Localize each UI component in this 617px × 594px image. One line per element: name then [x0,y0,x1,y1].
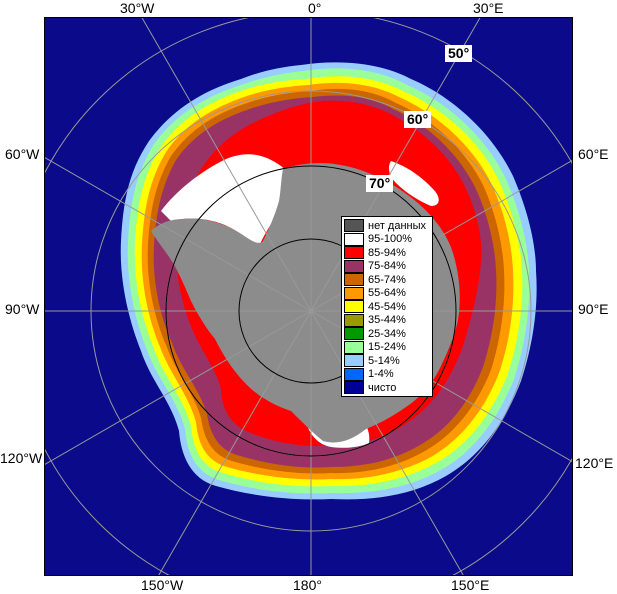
legend-item: 1-4% [344,367,432,382]
legend-item: 55-64% [344,286,432,301]
lon-label-60e: 60°E [578,146,609,162]
ice-zone-white-weddell [161,154,291,246]
legend-swatch [344,381,364,395]
legend-label: нет данных [368,219,427,232]
lon-label-180: 180° [293,577,322,593]
legend-item: 95-100% [344,232,432,247]
lon-label-90w: 90°W [5,301,40,317]
lon-label-150e: 150°E [451,577,490,593]
legend-item: 75-84% [344,259,432,274]
legend-label: 45-54% [368,300,406,313]
legend-label: 5-14% [368,354,400,367]
legend-label: 75-84% [368,260,406,273]
legend-label: 95-100% [368,233,413,246]
lat-label-50: 50° [445,45,473,62]
legend-item: 25-34% [344,327,432,341]
legend-swatch [344,259,364,273]
legend-swatch [344,367,364,381]
legend-swatch [344,219,364,233]
lon-label-150w: 150°W [141,577,184,593]
legend-item: 5-14% [344,354,432,368]
legend-item: 85-94% [344,246,432,260]
legend-item: 15-24% [344,340,432,355]
legend-swatch [344,246,364,260]
legend-label: 25-34% [368,327,406,340]
lon-label-120e: 120°E [575,455,614,471]
lat-label-70: 70° [366,175,394,192]
legend-item: нет данных [344,219,432,233]
legend: нет данных 95-100% 85-94% 75-84% 65-74% … [341,216,433,397]
legend-swatch [344,340,364,354]
legend-item: чисто [344,381,432,395]
ice-zone-white-east [388,161,439,206]
legend-label: чисто [368,381,397,394]
lat-label-60: 60° [404,111,432,128]
map-frame: 50° 60° 70° [44,17,573,576]
lon-label-0: 0° [308,0,322,16]
legend-item: 35-44% [344,313,432,328]
legend-label: 35-44% [368,314,406,327]
legend-label: 65-74% [368,273,406,286]
legend-label: 55-64% [368,287,406,300]
legend-item: 45-54% [344,300,432,314]
legend-label: 85-94% [368,246,406,259]
legend-swatch [344,327,364,341]
lon-label-30e: 30°E [473,0,504,16]
legend-label: 15-24% [368,341,406,354]
legend-label: 1-4% [368,368,394,381]
legend-swatch [344,286,364,300]
lon-label-120w: 120°W [0,450,43,466]
legend-swatch [344,273,364,287]
lon-label-30w: 30°W [120,0,155,16]
legend-swatch [344,300,364,314]
sea-ice-map [45,18,572,575]
legend-swatch [344,232,364,246]
lon-label-60w: 60°W [5,146,40,162]
legend-swatch [344,354,364,368]
lon-label-90e: 90°E [578,301,609,317]
legend-swatch [344,313,364,327]
legend-item: 65-74% [344,273,432,287]
